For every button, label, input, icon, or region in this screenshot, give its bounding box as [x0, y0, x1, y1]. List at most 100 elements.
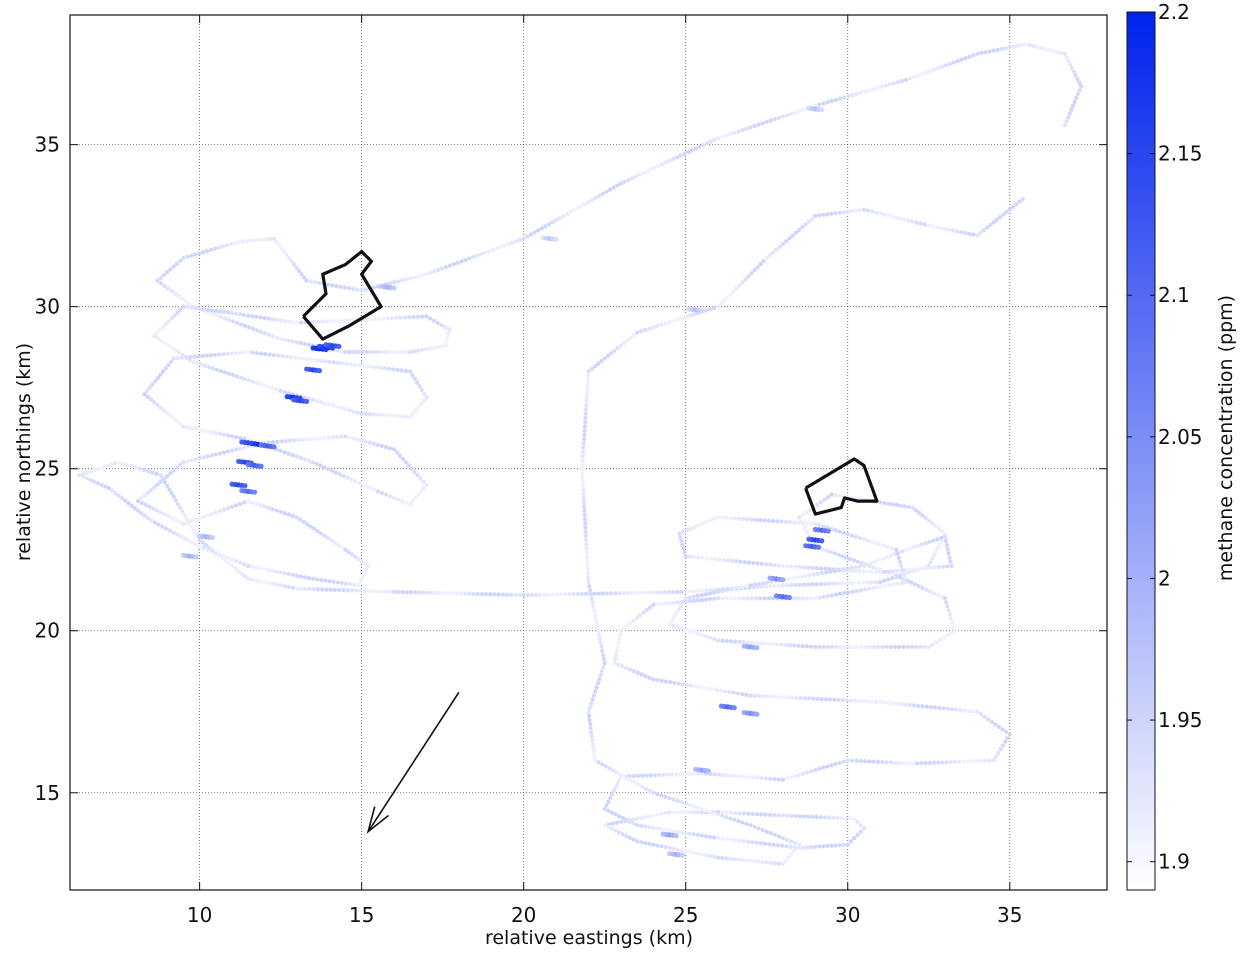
track-point	[171, 494, 176, 499]
track-point	[869, 580, 874, 585]
track-point	[106, 486, 111, 491]
track-point	[246, 349, 251, 355]
track-point	[635, 330, 640, 335]
track-point	[834, 644, 839, 650]
track-point	[228, 242, 233, 247]
track-point	[848, 698, 853, 703]
track-point	[435, 344, 441, 350]
track-point	[809, 644, 814, 649]
track-point	[754, 840, 759, 845]
track-point	[740, 820, 745, 825]
track-point	[189, 253, 194, 258]
track-point	[719, 301, 724, 306]
track-point	[310, 576, 316, 581]
track-point	[214, 367, 220, 372]
track-point	[99, 482, 104, 488]
track-point	[141, 467, 146, 473]
track-point	[204, 353, 209, 358]
track-point	[880, 759, 885, 765]
track-point	[583, 521, 588, 526]
track-point	[801, 771, 806, 776]
track-point	[724, 515, 729, 520]
track-point	[351, 349, 357, 355]
track-point	[582, 201, 587, 207]
y-tick-label: 35	[35, 133, 60, 157]
track-point	[647, 605, 653, 610]
track-point	[234, 374, 239, 379]
track-point	[796, 520, 801, 525]
track-point	[171, 468, 176, 473]
track-point	[948, 616, 954, 621]
track-point	[557, 216, 562, 221]
track-point	[911, 703, 917, 708]
track-point	[620, 664, 625, 669]
track-point	[845, 758, 850, 763]
track-point	[463, 257, 468, 263]
track-point	[907, 702, 912, 708]
track-point	[713, 557, 718, 562]
track-point	[160, 324, 166, 330]
track-point	[756, 826, 761, 831]
track-point	[919, 566, 925, 571]
track-point	[856, 568, 862, 574]
track-point	[132, 505, 137, 511]
track-point	[260, 237, 265, 242]
track-point	[809, 521, 814, 526]
track-point	[345, 475, 350, 480]
track-point	[924, 566, 929, 571]
track-point	[633, 174, 638, 179]
track-point	[567, 592, 572, 597]
track-point	[376, 316, 382, 321]
track-point	[240, 239, 245, 244]
track-point	[589, 733, 594, 739]
track-point	[776, 115, 781, 120]
track-point	[447, 327, 452, 332]
track-point	[88, 477, 93, 483]
track-point	[108, 462, 113, 467]
track-point	[644, 773, 649, 778]
track-point	[329, 283, 335, 288]
track-point	[798, 695, 803, 701]
track-point	[916, 510, 922, 515]
track-point	[746, 274, 751, 279]
track-point	[582, 517, 587, 522]
track-point	[679, 589, 684, 595]
track-point	[707, 597, 713, 602]
track-point	[396, 279, 401, 284]
track-point	[342, 318, 347, 323]
track-point	[412, 376, 417, 381]
track-point	[600, 762, 605, 767]
track-point	[584, 390, 590, 395]
track-point	[334, 283, 339, 289]
track-point	[737, 639, 742, 644]
track-point	[225, 555, 231, 560]
track-point	[759, 561, 764, 566]
track-point	[368, 485, 373, 491]
track-point	[675, 829, 680, 834]
track-point	[230, 319, 236, 324]
track-point	[408, 590, 413, 595]
track-point	[797, 515, 802, 520]
track-point	[909, 644, 915, 650]
track-point	[258, 382, 263, 387]
track-point	[617, 830, 622, 835]
track-point	[887, 582, 892, 588]
track-point	[716, 589, 721, 594]
track-point	[696, 555, 701, 560]
enhancement-point	[679, 852, 685, 858]
track-point	[142, 493, 147, 498]
track-point	[741, 596, 746, 601]
track-point	[851, 558, 857, 563]
track-point	[272, 236, 277, 241]
track-point	[383, 413, 389, 418]
track-point	[397, 453, 403, 458]
track-point	[838, 644, 843, 650]
track-point	[755, 584, 760, 590]
track-point	[829, 763, 834, 768]
track-point	[284, 252, 289, 257]
track-point	[229, 557, 235, 562]
track-point	[312, 319, 317, 325]
track-point	[197, 251, 202, 256]
track-point	[586, 713, 592, 718]
